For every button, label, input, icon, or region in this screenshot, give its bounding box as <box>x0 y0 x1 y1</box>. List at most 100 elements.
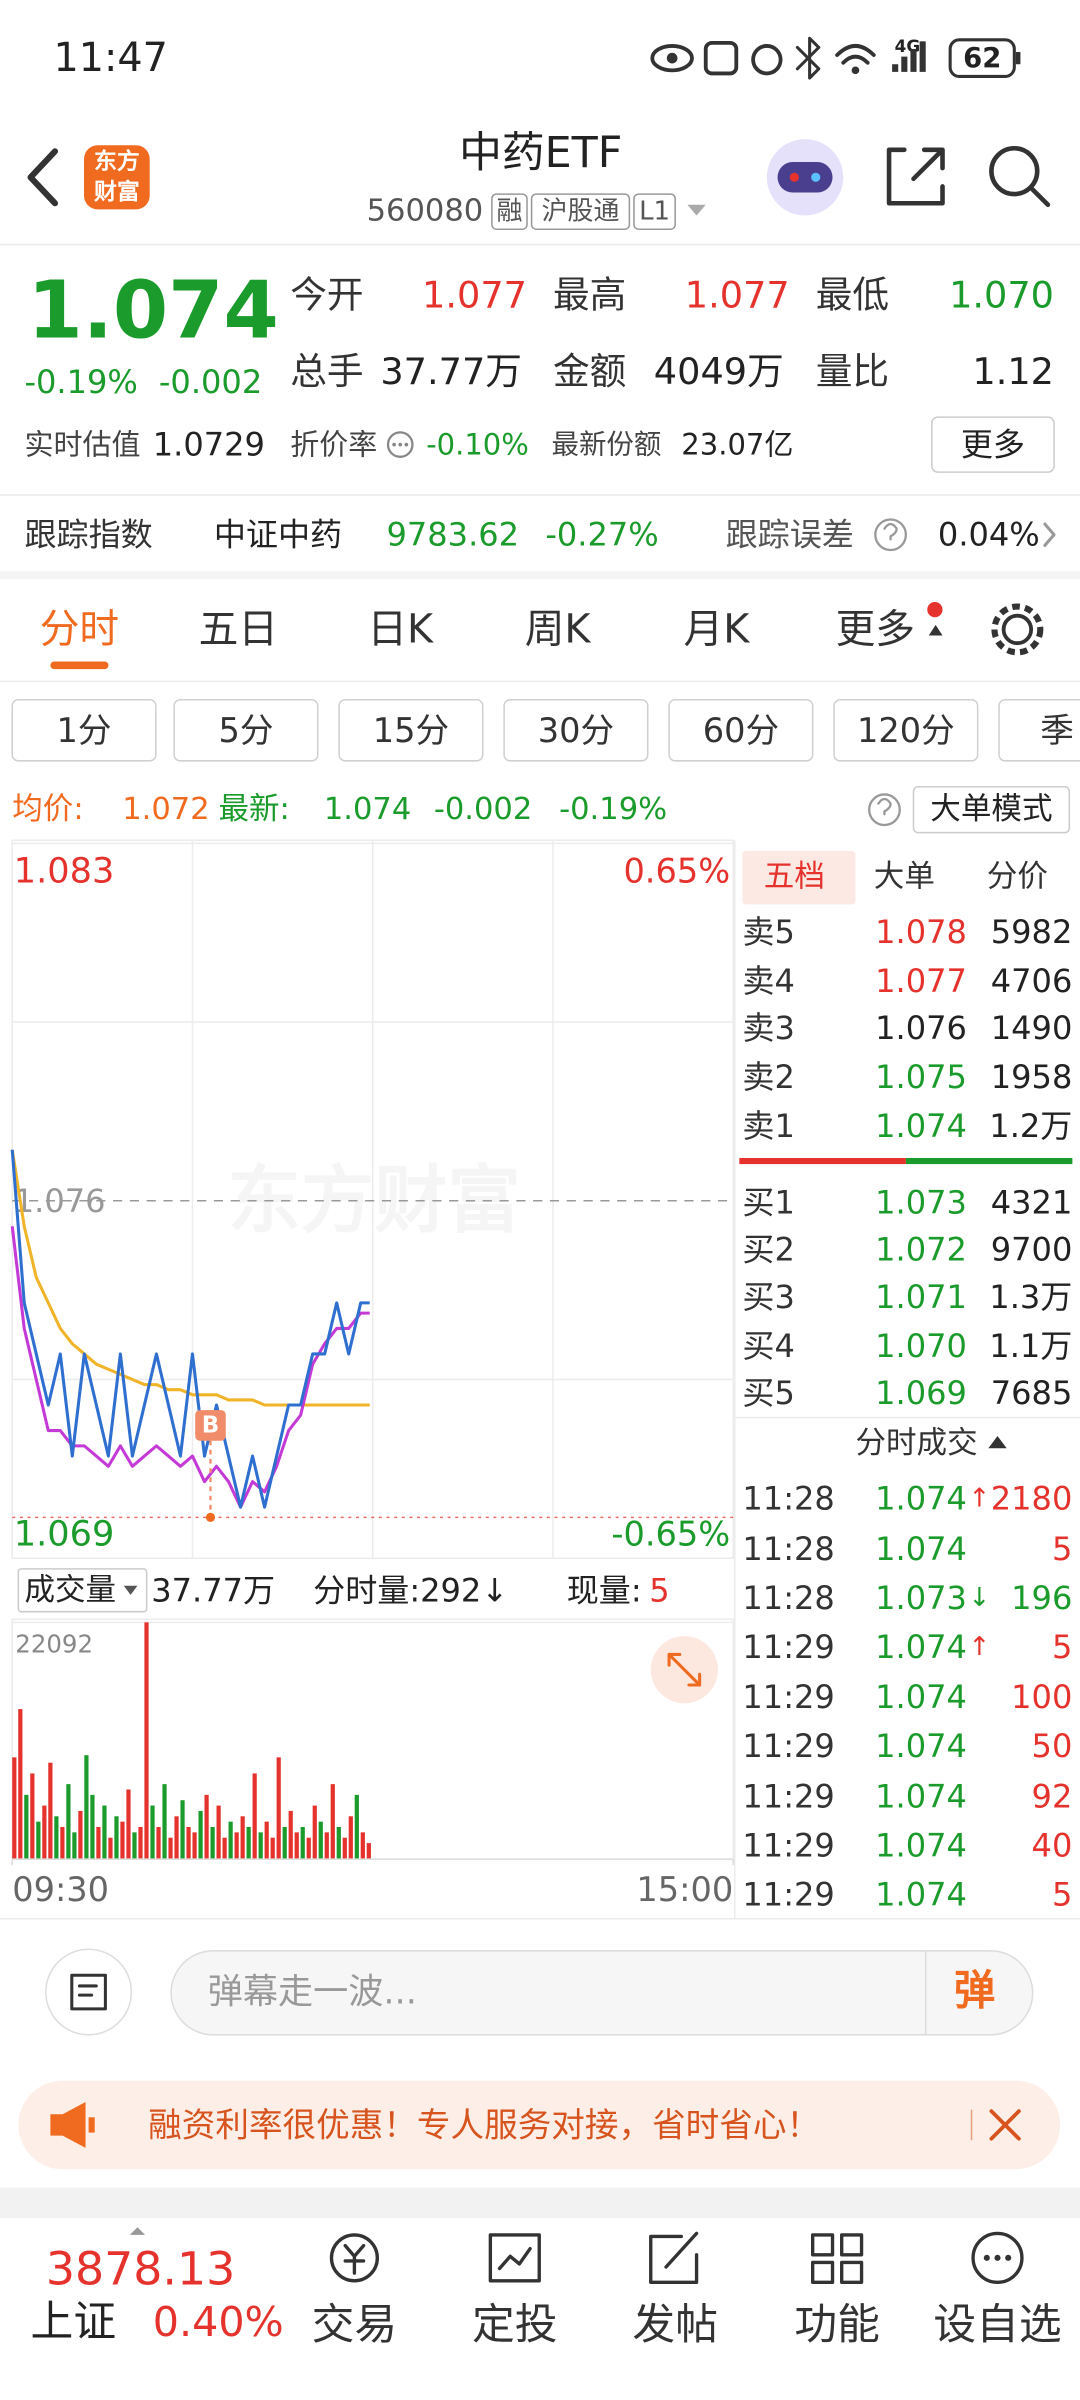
nav-label[interactable]: 设自选 <box>933 2300 1061 2350</box>
volume-bar <box>252 1773 257 1860</box>
book-tab[interactable]: 五档 <box>764 859 825 894</box>
volume-bar <box>84 1755 89 1860</box>
interval-text[interactable]: 1分 <box>57 711 112 750</box>
annotation-dot <box>205 1512 216 1522</box>
nav-label[interactable]: 定投 <box>472 2300 558 2350</box>
nav-label[interactable]: 功能 <box>794 2300 880 2350</box>
volume-selector[interactable] <box>17 1568 148 1613</box>
interval-button[interactable] <box>338 698 484 762</box>
trade-volume: 100 <box>1011 1678 1072 1716</box>
interval-text[interactable]: 15分 <box>373 711 449 750</box>
nav-icon[interactable] <box>971 2231 1024 2284</box>
interval-button[interactable] <box>998 698 1080 762</box>
mode-button[interactable] <box>912 786 1071 834</box>
volume-bar <box>336 1826 341 1860</box>
tab[interactable]: 更多 <box>836 606 915 652</box>
volume-label: 成交量 <box>24 1573 116 1608</box>
stat-label: 金额 <box>553 350 626 393</box>
settings-button[interactable] <box>1001 613 1034 646</box>
share-button[interactable] <box>886 147 945 206</box>
volume-bar <box>330 1784 335 1860</box>
signal-bar <box>901 56 908 72</box>
interval-text[interactable]: 5分 <box>218 711 273 750</box>
change: -0.002 <box>159 363 262 401</box>
tag <box>530 193 631 230</box>
book-price: 1.078 <box>875 913 967 951</box>
trade-volume: 2180 <box>991 1480 1073 1518</box>
tab[interactable]: 分时 <box>40 606 119 652</box>
book-tab[interactable]: 分价 <box>987 859 1048 894</box>
annotation-marker <box>195 1410 226 1441</box>
signal-bar <box>892 64 899 72</box>
interval-text[interactable]: 30分 <box>538 711 614 750</box>
interval-button[interactable] <box>503 698 649 762</box>
tab[interactable]: 日K <box>367 606 434 652</box>
estimate-label: 实时估值 <box>24 428 140 462</box>
robot-visor <box>777 162 833 193</box>
book-label: 卖1 <box>742 1107 794 1145</box>
bluetooth-icon <box>795 36 821 80</box>
stat-label: 最低 <box>816 273 889 316</box>
interval-text[interactable]: 季 <box>1040 711 1074 750</box>
interval-button[interactable] <box>833 698 979 762</box>
danmaku-button[interactable]: 弹 <box>954 1967 995 2015</box>
index-value: 3878.13 <box>46 2242 235 2296</box>
volume-bar <box>42 1805 47 1860</box>
nav-icon[interactable] <box>810 2233 864 2284</box>
book-volume: 1.1万 <box>989 1327 1072 1365</box>
volume-bar <box>342 1837 347 1860</box>
danmaku-settings[interactable] <box>45 1948 133 2036</box>
mode-text[interactable]: 大单模式 <box>930 792 1052 827</box>
price-line <box>10 1149 370 1407</box>
book-label: 买4 <box>742 1327 794 1365</box>
book-tab[interactable]: 大单 <box>874 859 935 894</box>
volume-bar <box>54 1816 59 1860</box>
nav-label[interactable]: 交易 <box>312 2300 398 2350</box>
search-button[interactable] <box>989 145 1040 197</box>
interval-button[interactable] <box>173 698 319 762</box>
y2-tick-label: 0.65% <box>623 851 730 890</box>
book-volume: 5982 <box>991 913 1073 951</box>
more-button[interactable] <box>931 416 1055 473</box>
volume-bar <box>90 1794 95 1860</box>
more-text[interactable]: 更多 <box>961 426 1025 464</box>
nav-label[interactable]: 发帖 <box>632 2300 718 2350</box>
search-handle <box>1028 185 1051 208</box>
trades-title: 分时成交 <box>855 1426 977 1461</box>
avg-value: 1.072 <box>122 792 209 827</box>
promo-banner[interactable] <box>18 2080 1061 2170</box>
interval-text[interactable]: 60分 <box>703 711 779 750</box>
volume-bar <box>198 1810 203 1860</box>
collapse-arrow <box>129 2227 146 2235</box>
book-volume: 9700 <box>991 1231 1073 1269</box>
volume-bar <box>180 1800 185 1860</box>
shares: 23.07亿 <box>681 428 793 462</box>
volume-bar <box>48 1762 53 1860</box>
volume-bar <box>348 1816 353 1860</box>
interval-button[interactable] <box>668 698 814 762</box>
book-label: 买3 <box>742 1278 794 1316</box>
back-button[interactable] <box>27 148 59 207</box>
tab[interactable]: 月K <box>684 606 751 652</box>
close-button[interactable] <box>989 2109 1021 2141</box>
stat-value: 1.12 <box>972 350 1054 393</box>
danmaku-icon <box>70 1973 107 2011</box>
interval-text[interactable]: 120分 <box>857 711 955 750</box>
nav-icon-dot <box>983 2254 990 2261</box>
nav-icon[interactable] <box>488 2233 541 2283</box>
nav-icon[interactable] <box>649 2231 699 2284</box>
stat-value: 4049万 <box>654 350 784 393</box>
promo-text[interactable]: 融资利率很优惠！专人服务对接，省时省心！ <box>148 2105 820 2144</box>
nav-icon-dot <box>1005 2254 1012 2261</box>
nav-icon[interactable] <box>329 2233 379 2283</box>
tab[interactable]: 周K <box>525 606 592 652</box>
book-label: 买1 <box>742 1183 794 1221</box>
tab[interactable]: 五日 <box>199 606 278 652</box>
book-price: 1.074 <box>875 1107 967 1145</box>
book-price: 1.070 <box>875 1327 967 1365</box>
stock-title: 中药ETF <box>459 128 622 178</box>
interval-button[interactable] <box>11 698 157 762</box>
trade-time: 11:29 <box>742 1875 834 1913</box>
status-time: 11:47 <box>53 35 167 81</box>
danmaku-input[interactable] <box>170 1950 1034 2036</box>
